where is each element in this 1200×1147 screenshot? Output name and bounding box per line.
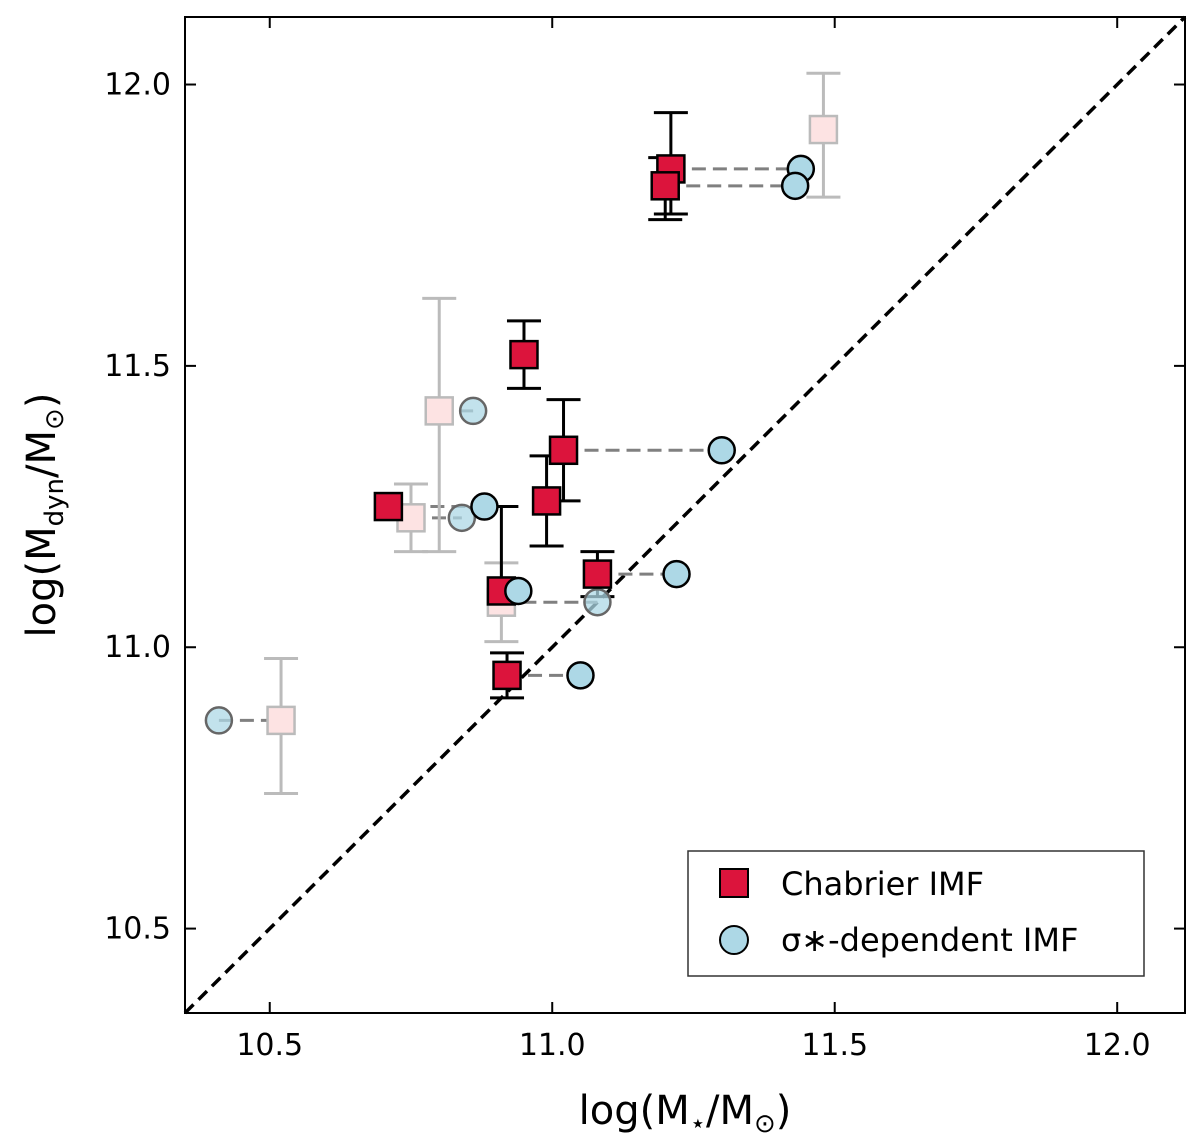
chabrier-point: [531, 486, 562, 516]
x-tick-label: 11.0: [519, 1028, 586, 1063]
chabrier-point: [373, 491, 404, 522]
x-tick-label: 11.5: [801, 1028, 868, 1063]
chabrier-point: [650, 171, 680, 201]
legend-label-sigma: σ∗-dependent IMF: [781, 921, 1078, 959]
legend-chabrier-marker: [719, 868, 749, 898]
legend: Chabrier IMF σ∗-dependent IMF: [687, 850, 1145, 977]
legend-box: [687, 850, 1145, 977]
sigma-point: [504, 576, 533, 606]
one-to-one-line: [183, 15, 1187, 1015]
legend-sigma-marker: [719, 925, 749, 955]
y-tick-label: 11.0: [104, 630, 171, 665]
chabrier-point-faded: [808, 114, 839, 145]
sigma-point: [662, 559, 691, 589]
y-axis-label: log(Mdyn/M⊙): [19, 393, 70, 638]
sigma-point-faded: [458, 396, 488, 426]
plot-frame: [184, 16, 1186, 1014]
chabrier-point: [582, 559, 613, 589]
x-tick-label: 12.0: [1084, 1028, 1151, 1063]
y-tick-label: 10.5: [104, 912, 171, 947]
x-axis-label: log(M⋆/M⊙): [579, 1088, 792, 1139]
legend-label-chabrier: Chabrier IMF: [781, 865, 984, 903]
error-bars: [264, 71, 841, 796]
sigma-point-faded: [204, 706, 234, 735]
chabrier-point: [492, 660, 522, 691]
sigma-point: [566, 661, 595, 690]
sigma-point: [470, 492, 499, 521]
sigma-point-faded: [583, 587, 612, 617]
x-tick-label: 10.5: [236, 1028, 303, 1063]
one-to-one-line-group: [183, 15, 1187, 1015]
y-tick-label: 12.0: [104, 68, 171, 103]
data-points: [204, 114, 839, 736]
chabrier-point-faded: [424, 396, 454, 426]
y-tick-label: 11.5: [104, 349, 171, 384]
chabrier-point: [509, 339, 539, 370]
axis-ticks: 10.5 11.0 11.5 12.0 10.5 11.0 11.5 12.0: [104, 17, 1185, 1063]
chabrier-point-faded: [266, 705, 296, 736]
chabrier-point: [548, 435, 579, 466]
sigma-point: [707, 436, 736, 465]
sigma-point: [780, 171, 810, 201]
sigma-point-faded: [447, 503, 477, 533]
